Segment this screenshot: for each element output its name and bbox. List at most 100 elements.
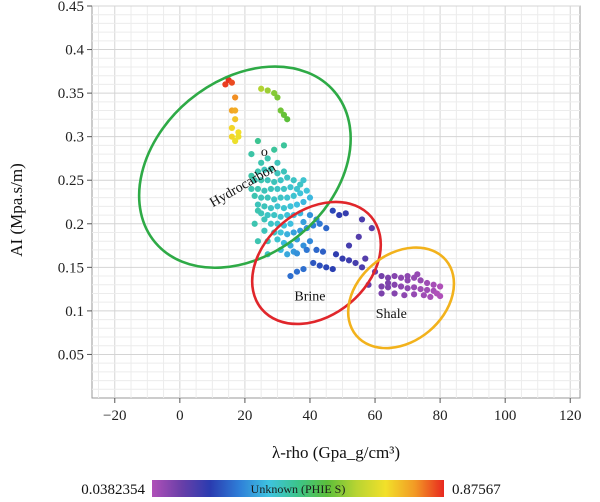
colorbar: Unknown (PHIE S) 0.0382354 0.87567 bbox=[81, 480, 501, 498]
data-point bbox=[290, 192, 297, 200]
data-point bbox=[251, 177, 258, 184]
colorbar-title: Unknown (PHIE S) bbox=[251, 482, 346, 496]
data-point bbox=[417, 277, 424, 284]
data-point bbox=[271, 196, 278, 203]
data-point bbox=[248, 172, 255, 179]
data-point bbox=[287, 272, 294, 280]
data-point bbox=[274, 236, 281, 243]
data-point bbox=[287, 203, 294, 210]
data-point bbox=[437, 283, 444, 290]
data-point bbox=[293, 268, 301, 275]
data-point bbox=[261, 203, 268, 210]
data-point bbox=[423, 286, 431, 294]
data-point bbox=[300, 177, 307, 184]
x-tick-label: −20 bbox=[103, 408, 126, 424]
data-point bbox=[248, 150, 255, 158]
data-point bbox=[232, 94, 239, 101]
data-point bbox=[261, 227, 268, 234]
data-point bbox=[401, 292, 408, 299]
data-point bbox=[420, 292, 427, 299]
data-point bbox=[271, 146, 278, 153]
y-tick-label: 0.05 bbox=[58, 347, 84, 363]
data-point bbox=[261, 187, 268, 194]
shale-label: Shale bbox=[376, 307, 407, 322]
data-point bbox=[332, 251, 340, 258]
data-point bbox=[264, 155, 271, 162]
data-point bbox=[339, 255, 346, 262]
data-point bbox=[290, 229, 297, 236]
data-point bbox=[297, 181, 304, 188]
data-point bbox=[258, 85, 265, 92]
data-point bbox=[342, 210, 349, 217]
data-point bbox=[316, 262, 323, 269]
data-point bbox=[384, 284, 392, 291]
data-point bbox=[228, 79, 235, 86]
data-point bbox=[362, 255, 369, 262]
data-point bbox=[261, 166, 268, 173]
data-point bbox=[410, 291, 418, 298]
data-point bbox=[323, 225, 330, 232]
data-point bbox=[297, 190, 304, 197]
y-tick-label: 0.2 bbox=[65, 217, 84, 233]
data-point bbox=[277, 194, 284, 201]
data-point bbox=[293, 250, 301, 257]
data-point bbox=[355, 233, 362, 240]
data-point bbox=[345, 257, 353, 264]
x-axis-title: λ-rho (Gpa_g/cm³) bbox=[272, 443, 400, 462]
data-point bbox=[274, 94, 281, 101]
data-point bbox=[397, 274, 405, 281]
data-point bbox=[345, 242, 353, 249]
data-point bbox=[280, 204, 288, 212]
y-tick-label: 0.1 bbox=[65, 304, 84, 320]
data-point bbox=[254, 201, 262, 208]
data-point bbox=[316, 220, 323, 227]
data-point bbox=[352, 259, 359, 267]
data-point bbox=[271, 90, 278, 97]
data-point bbox=[280, 185, 288, 193]
data-point bbox=[277, 213, 284, 220]
data-point bbox=[329, 265, 336, 273]
data-point bbox=[254, 207, 262, 214]
data-point bbox=[254, 238, 262, 245]
x-tick-label: 120 bbox=[559, 408, 582, 424]
data-point bbox=[300, 218, 307, 226]
data-point bbox=[303, 246, 310, 254]
brine-label: Brine bbox=[294, 289, 325, 304]
data-point bbox=[293, 201, 301, 208]
data-point bbox=[267, 185, 275, 193]
text-mark: o bbox=[261, 145, 268, 160]
y-tick-label: 0.4 bbox=[65, 43, 84, 59]
shale-ellipse bbox=[346, 246, 456, 350]
x-tick-label: 60 bbox=[368, 408, 383, 424]
data-point bbox=[222, 81, 229, 88]
data-point bbox=[290, 177, 297, 184]
data-point bbox=[248, 185, 255, 193]
data-point bbox=[430, 281, 437, 288]
data-point bbox=[232, 107, 239, 114]
data-point bbox=[261, 216, 268, 223]
data-point bbox=[300, 265, 307, 273]
y-tick-label: 0.35 bbox=[58, 86, 84, 102]
data-point bbox=[235, 129, 242, 136]
data-point bbox=[287, 220, 294, 227]
y-tick-label: 0.15 bbox=[58, 260, 84, 276]
x-tick-label: 0 bbox=[176, 408, 184, 424]
data-point bbox=[313, 246, 320, 254]
x-tick-label: 40 bbox=[302, 408, 317, 424]
data-point bbox=[264, 194, 271, 201]
data-point bbox=[404, 285, 411, 292]
data-point bbox=[293, 185, 301, 193]
data-point bbox=[274, 185, 281, 193]
data-point bbox=[267, 165, 275, 172]
data-point bbox=[264, 211, 271, 219]
data-point bbox=[323, 264, 330, 271]
colorbar-max-label: 0.87567 bbox=[452, 482, 501, 498]
data-point bbox=[228, 133, 235, 140]
data-point bbox=[271, 211, 278, 219]
data-point bbox=[254, 168, 262, 175]
x-tick-label: 20 bbox=[237, 408, 252, 424]
data-point bbox=[368, 225, 375, 232]
data-point bbox=[258, 177, 265, 184]
data-point bbox=[397, 283, 405, 290]
